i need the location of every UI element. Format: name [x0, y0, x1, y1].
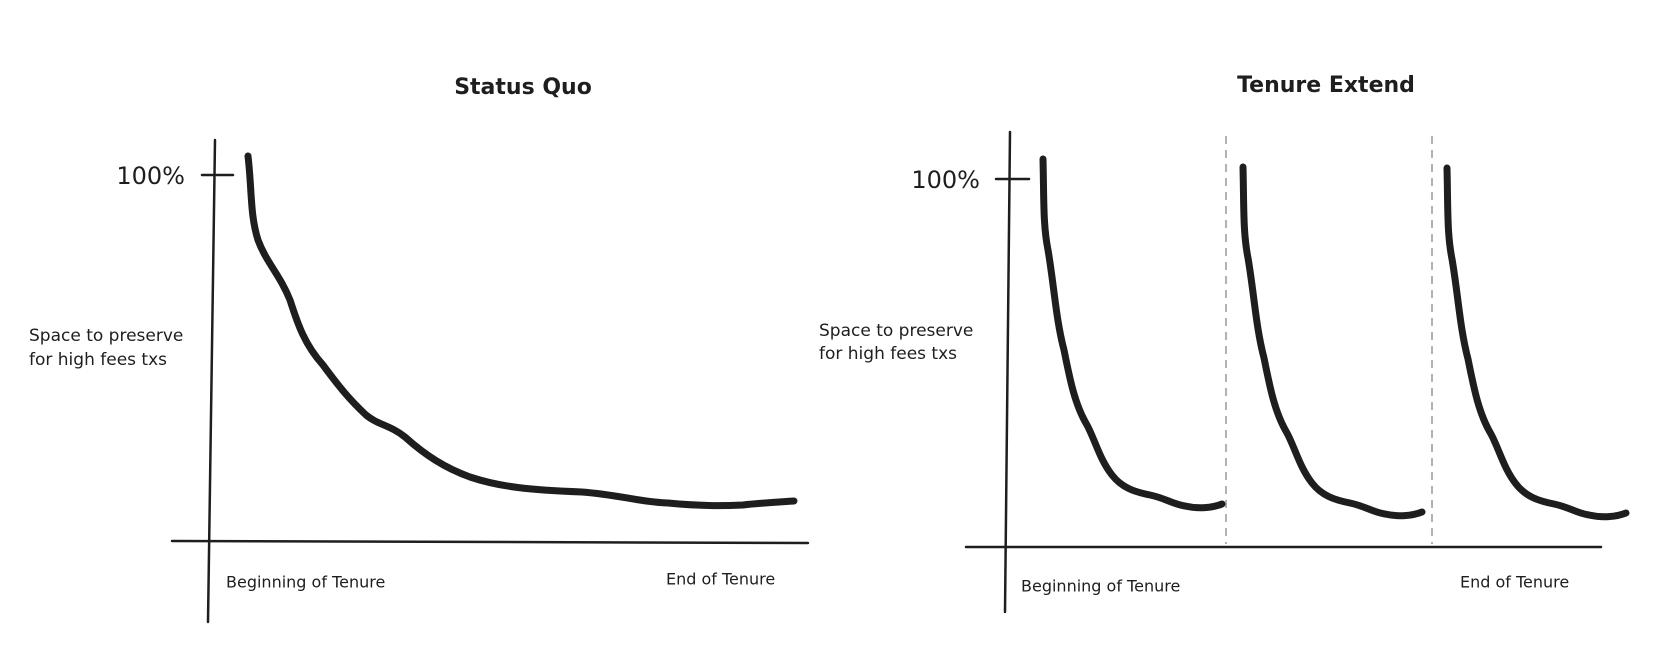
x-end-label: End of Tenure: [666, 570, 775, 589]
y-tick-label: 100%: [911, 166, 980, 194]
y-axis: [1003, 130, 1012, 614]
x-end-label: End of Tenure: [1460, 573, 1569, 592]
x-start-label: Beginning of Tenure: [1021, 577, 1180, 596]
x-axis: [170, 539, 810, 545]
curve: [244, 152, 798, 510]
tenure-extend-panel: Tenure Extend 100% Space to preserve for…: [819, 73, 1626, 614]
y-label: Space to preserve: [29, 326, 183, 346]
curve: [1447, 168, 1626, 517]
curve: [1243, 167, 1422, 516]
panel-title: Status Quo: [454, 75, 592, 100]
y-tick-label: 100%: [116, 162, 185, 190]
status-quo-panel: Status Quo 100% Space to preserve for hi…: [29, 75, 810, 624]
curve: [1039, 155, 1226, 512]
y-label: Space to preserve: [819, 321, 973, 341]
y-axis: [206, 138, 217, 624]
x-start-label: Beginning of Tenure: [226, 573, 385, 592]
panel-title: Tenure Extend: [1237, 73, 1415, 98]
y-label: for high fees txs: [819, 344, 957, 364]
y-label: for high fees txs: [29, 350, 167, 370]
